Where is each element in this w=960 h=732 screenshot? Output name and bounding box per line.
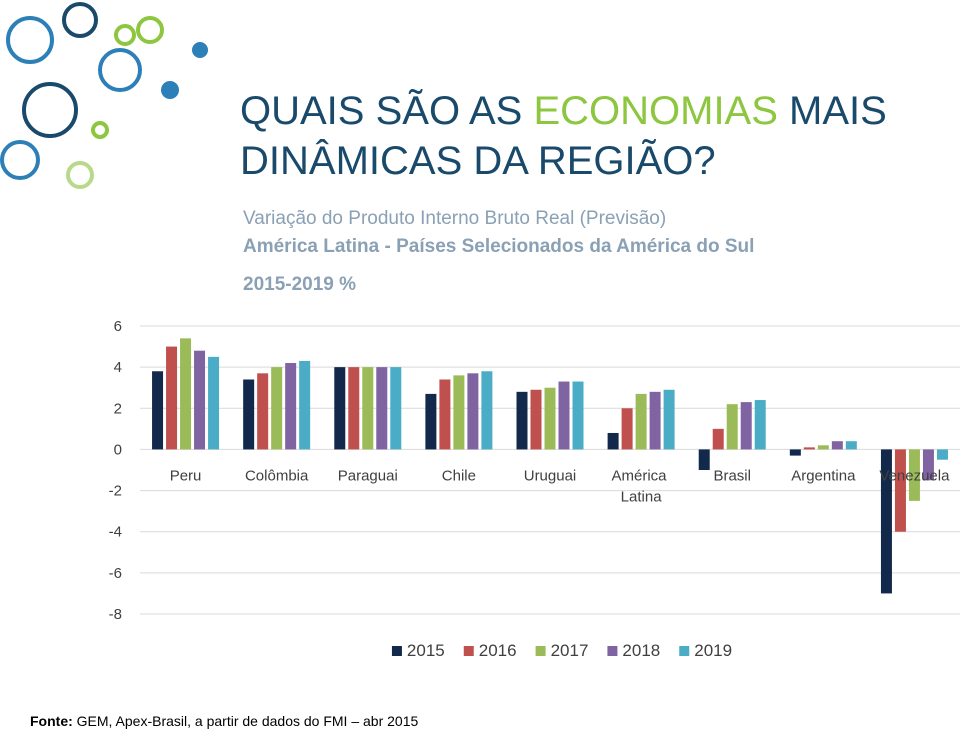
bar	[453, 375, 465, 450]
bar	[698, 449, 710, 470]
legend-swatch	[607, 646, 618, 656]
title-part: QUAIS SÃO AS	[240, 88, 533, 133]
y-tick-label: -8	[109, 606, 122, 623]
bar	[194, 350, 206, 450]
legend-label: 2018	[622, 641, 660, 660]
subtitle: América Latina - Países Selecionados da …	[243, 236, 754, 257]
title-part: MAIS	[778, 89, 887, 133]
bar	[439, 379, 451, 450]
bar	[789, 449, 801, 456]
bar	[740, 402, 752, 450]
bar	[180, 338, 192, 450]
bar	[530, 389, 542, 450]
bar	[621, 408, 633, 450]
bar	[285, 363, 297, 450]
decoration	[0, 2, 208, 189]
source-text: GEM, Apex-Brasil, a partir de dados do F…	[73, 713, 419, 729]
bar	[817, 445, 829, 450]
bar	[271, 367, 283, 450]
bar	[572, 381, 584, 450]
bar	[831, 441, 843, 450]
bar	[467, 373, 479, 450]
x-tick-label: Brasil	[713, 467, 751, 484]
legend-swatch	[679, 646, 690, 656]
legend: 2015 2016 2017 2018 2019	[391, 641, 732, 660]
bar	[712, 428, 724, 450]
source-label: Fonte:	[30, 713, 73, 729]
bar	[607, 432, 619, 450]
y-tick-label: 2	[114, 400, 122, 417]
bar	[362, 367, 374, 450]
title-highlight: ECONOMIAS	[533, 89, 777, 133]
bar	[481, 371, 493, 450]
bar	[663, 389, 675, 450]
bar	[390, 367, 402, 450]
slide-title: QUAIS SÃO AS ECONOMIAS MAIS	[240, 88, 887, 133]
legend-swatch	[391, 646, 402, 656]
bar	[754, 400, 766, 450]
legend-label: 2017	[551, 641, 589, 660]
bar	[922, 449, 934, 481]
y-tick-label: -6	[109, 565, 122, 582]
bar	[880, 449, 892, 594]
x-tick-label: Paraguai	[338, 467, 398, 484]
bar	[726, 404, 738, 450]
bar	[845, 441, 857, 450]
legend-label: 2016	[479, 641, 517, 660]
bar	[376, 367, 388, 450]
bar	[635, 393, 647, 450]
x-tick-label: Colômbia	[245, 467, 309, 484]
y-tick-label: -2	[109, 483, 122, 500]
legend-swatch	[535, 646, 546, 656]
bar	[152, 371, 164, 450]
legend-label: 2019	[694, 641, 732, 660]
bar	[166, 346, 178, 450]
bar	[894, 449, 906, 532]
slide-title: DINÂMICAS DA REGIÃO?	[240, 138, 716, 183]
label-line: Latina	[621, 488, 663, 505]
bar	[558, 381, 570, 450]
bar	[299, 360, 311, 450]
bar	[243, 379, 255, 450]
bar	[544, 387, 556, 450]
x-tick-label: Uruguai	[524, 467, 577, 484]
period: 2015-2019 %	[243, 274, 356, 295]
legend-label: 2015	[407, 641, 445, 660]
bar	[803, 447, 815, 450]
x-tick-label: Chile	[442, 467, 476, 484]
bar	[936, 449, 948, 460]
y-tick-label: 4	[114, 359, 122, 376]
y-tick-label: 0	[114, 441, 122, 458]
bar	[649, 391, 661, 450]
subtitle: Variação do Produto Interno Bruto Real (…	[243, 208, 666, 229]
source: Fonte: GEM, Apex-Brasil, a partir de dad…	[30, 713, 418, 729]
y-tick-label: -4	[109, 524, 122, 541]
bar	[516, 391, 528, 450]
bar	[334, 367, 346, 450]
bar	[348, 367, 360, 450]
x-tick-label: Argentina	[791, 467, 856, 484]
bar	[208, 356, 220, 450]
label-line: América	[612, 467, 671, 484]
y-tick-label: 6	[114, 318, 122, 335]
bar	[425, 393, 437, 450]
bar	[908, 449, 920, 501]
x-tick-label: América Latina	[612, 467, 671, 505]
legend-swatch	[463, 646, 474, 656]
x-tick-label: Venezuela	[879, 467, 950, 484]
bar	[257, 373, 269, 450]
x-tick-label: Peru	[170, 467, 202, 484]
